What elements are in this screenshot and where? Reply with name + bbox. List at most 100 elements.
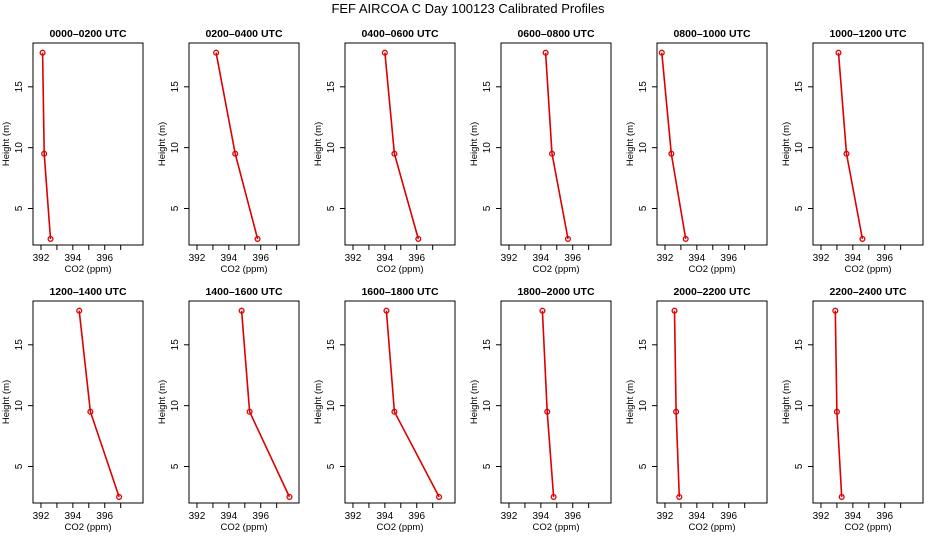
y-tick-label: 15 <box>14 339 25 351</box>
profile-point <box>391 150 398 157</box>
x-tick-label: 394 <box>377 511 394 522</box>
y-axis-label: Height (m) <box>313 380 324 424</box>
profile-line <box>837 52 864 240</box>
profile-point <box>87 408 94 415</box>
plot-frame <box>812 300 924 504</box>
profile-point <box>286 493 293 500</box>
x-tick-label: 394 <box>689 253 706 264</box>
profile-line <box>41 52 52 239</box>
x-tick-label: 394 <box>845 253 862 264</box>
profile-point <box>41 150 48 157</box>
y-tick-label: 10 <box>14 400 25 412</box>
panel-title: 0800–1000 UTC <box>673 28 750 40</box>
y-axis-label: Height (m) <box>157 122 168 166</box>
panel-5: 0800–1000 UTC 392 394 396 5 10 15 CO2 (ppm) Heig… <box>625 28 768 275</box>
profile-point <box>544 408 551 415</box>
x-tick-label: 394 <box>377 253 394 264</box>
x-tick-label: 396 <box>408 511 425 522</box>
y-axis-label: Height (m) <box>313 122 324 166</box>
y-tick-label: 15 <box>170 339 181 351</box>
y-tick-label: 10 <box>638 400 649 412</box>
x-tick-label: 396 <box>564 511 581 522</box>
y-tick-label: 5 <box>794 463 805 469</box>
y-axis-label: Height (m) <box>1 122 12 166</box>
profile-point <box>859 235 866 242</box>
y-axis-label: Height (m) <box>625 122 636 166</box>
panel-7: 1200–1400 UTC 392 394 396 5 10 15 CO2 (ppm) Heig… <box>1 286 144 533</box>
profile-line <box>384 52 420 240</box>
profile-point <box>658 49 665 56</box>
x-tick-label: 396 <box>720 253 737 264</box>
plot-frame <box>812 42 924 246</box>
x-axis-label: CO2 (ppm) <box>65 264 112 275</box>
profile-point <box>47 235 54 242</box>
panel-title: 1800–2000 UTC <box>517 286 594 298</box>
y-axis-label: Height (m) <box>781 380 792 424</box>
x-axis-label: CO2 (ppm) <box>377 264 424 275</box>
x-tick-label: 392 <box>501 253 518 264</box>
panel-1: 0000–0200 UTC 392 394 396 5 10 15 CO2 (ppm) Heig… <box>1 28 144 275</box>
profile-point <box>671 307 678 314</box>
plot-frame <box>344 300 456 504</box>
y-axis-label: Height (m) <box>469 380 480 424</box>
y-tick-label: 5 <box>482 463 493 469</box>
profile-point <box>564 235 572 242</box>
profile-point <box>835 49 842 56</box>
profile-line <box>78 310 120 498</box>
plot-frame <box>188 300 300 504</box>
profile-line <box>673 310 681 497</box>
profile-point <box>213 49 220 56</box>
x-axis-label: CO2 (ppm) <box>845 264 892 275</box>
profile-line <box>834 310 843 497</box>
plot-frame <box>344 42 456 246</box>
panel-title: 1400–1600 UTC <box>205 286 282 298</box>
panel-12: 2200–2400 UTC 392 394 396 5 10 15 CO2 (ppm) Heig… <box>781 286 924 533</box>
profile-point <box>246 408 253 415</box>
panel-8: 1400–1600 UTC 392 394 396 5 10 15 CO2 (ppm) Heig… <box>157 286 300 533</box>
plot-frame <box>32 42 144 246</box>
y-axis-label: Height (m) <box>157 380 168 424</box>
y-tick-label: 10 <box>14 142 25 154</box>
panel-title: 0000–0200 UTC <box>49 28 126 40</box>
profile-point <box>833 408 840 415</box>
y-axis-label: Height (m) <box>469 122 480 166</box>
x-tick-label: 392 <box>189 511 206 522</box>
x-axis-label: CO2 (ppm) <box>533 522 580 533</box>
x-tick-label: 396 <box>876 511 893 522</box>
y-tick-label: 15 <box>14 81 25 93</box>
x-tick-label: 394 <box>221 253 238 264</box>
panel-title: 1000–1200 UTC <box>829 28 906 40</box>
y-tick-label: 15 <box>794 81 805 93</box>
x-tick-label: 396 <box>96 253 113 264</box>
x-tick-label: 396 <box>252 253 269 264</box>
x-tick-label: 392 <box>345 253 362 264</box>
panel-title: 2000–2200 UTC <box>673 286 750 298</box>
profile-line <box>541 310 555 497</box>
panel-3: 0400–0600 UTC 392 394 396 5 10 15 CO2 (ppm) Heig… <box>313 28 456 275</box>
profile-point <box>668 150 675 157</box>
plot-frame <box>188 42 300 246</box>
y-tick-label: 10 <box>326 400 337 412</box>
profile-point <box>542 49 549 56</box>
y-tick-label: 15 <box>482 339 493 351</box>
y-tick-label: 10 <box>170 400 181 412</box>
x-tick-label: 392 <box>345 511 362 522</box>
x-tick-label: 392 <box>33 511 50 522</box>
y-tick-label: 5 <box>14 463 25 469</box>
y-tick-label: 10 <box>794 400 805 412</box>
panel-4: 0600–0800 UTC 392 394 396 5 10 15 CO2 (ppm) Heig… <box>469 28 612 275</box>
profile-point <box>843 150 850 157</box>
profile-line <box>240 310 291 498</box>
plot-frame <box>500 300 612 504</box>
y-tick-label: 10 <box>638 142 649 154</box>
panel-10: 1800–2000 UTC 392 394 396 5 10 15 CO2 (ppm) Heig… <box>469 286 612 533</box>
y-tick-label: 5 <box>638 205 649 211</box>
profile-point <box>539 307 546 314</box>
y-tick-label: 10 <box>482 142 493 154</box>
y-tick-label: 5 <box>326 463 337 469</box>
panels-grid: 0000–0200 UTC 392 394 396 5 10 15 CO2 (ppm) Heig… <box>1 28 924 533</box>
y-axis-label: Height (m) <box>781 122 792 166</box>
panel-title: 1600–1800 UTC <box>361 286 438 298</box>
panel-11: 2000–2200 UTC 392 394 396 5 10 15 CO2 (ppm) Heig… <box>625 286 768 533</box>
x-axis-label: CO2 (ppm) <box>689 264 736 275</box>
